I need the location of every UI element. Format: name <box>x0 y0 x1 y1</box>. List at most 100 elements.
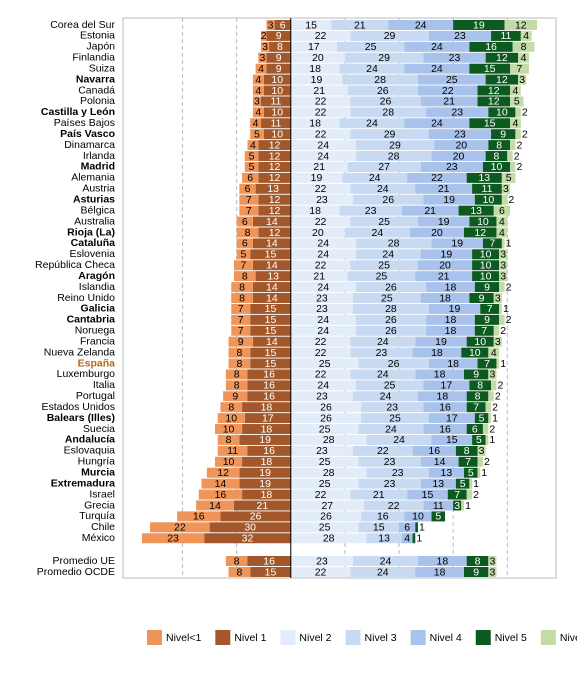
bar-segment <box>366 533 402 544</box>
value-label: 14 <box>266 238 278 250</box>
value-label: 24 <box>377 566 389 578</box>
bar-segment <box>423 380 470 391</box>
legend-swatch <box>345 630 361 645</box>
bar-segment <box>290 30 351 41</box>
legend-swatch <box>540 630 556 645</box>
bar-segment <box>252 238 291 249</box>
value-label: 18 <box>261 456 273 468</box>
bar-segment <box>466 556 489 566</box>
bar-segment <box>290 314 356 325</box>
value-label: 4 <box>512 85 518 97</box>
bar-segment <box>474 314 500 325</box>
bar-segment <box>488 556 497 566</box>
bar-segment <box>358 358 429 369</box>
bar-segment <box>509 63 529 74</box>
bar-segment <box>150 522 210 533</box>
value-label: 25 <box>384 380 396 392</box>
bar-segment <box>423 424 467 435</box>
bar-segment <box>353 194 424 205</box>
value-label: 8 <box>477 380 483 392</box>
legend-label: Nivel 5 <box>495 632 527 644</box>
category-label: México <box>82 532 115 544</box>
bar-segment <box>482 238 502 249</box>
value-label: 5 <box>479 412 485 424</box>
value-label: 24 <box>317 314 329 326</box>
value-label: 8 <box>239 281 245 293</box>
value-label: 4 <box>499 227 505 239</box>
value-label: 12 <box>488 96 500 108</box>
category-label: País Vasco <box>60 128 115 140</box>
bar-segment <box>290 567 351 577</box>
value-label: 18 <box>445 281 457 293</box>
legend-swatch <box>410 630 426 645</box>
value-label: 22 <box>315 107 327 119</box>
category-label: Promedio OCDE <box>37 566 115 578</box>
value-label: 2 <box>495 391 501 403</box>
bar-segment <box>423 402 467 413</box>
category-label: Cataluña <box>71 237 116 249</box>
value-label: 10 <box>480 260 492 272</box>
value-label: 24 <box>415 19 427 31</box>
bar-segment <box>290 151 356 162</box>
value-label: 3 <box>519 74 525 86</box>
value-label: 4 <box>512 118 518 130</box>
bar-segment <box>463 369 489 380</box>
legend-label: Nivel 4 <box>430 632 462 644</box>
value-label: 9 <box>500 128 506 140</box>
value-label: 14 <box>215 478 227 490</box>
bar-segment <box>252 96 262 107</box>
category-label: Andalucía <box>65 434 115 446</box>
bar-segment <box>290 271 348 282</box>
value-label: 11 <box>482 183 493 195</box>
bar-segment <box>290 391 354 402</box>
bar-segment <box>250 118 262 129</box>
bar-segment <box>493 336 502 347</box>
value-label: 19 <box>449 303 461 315</box>
bar-segment <box>409 227 464 238</box>
bar-segment <box>217 413 245 424</box>
bar-segment <box>415 369 464 380</box>
bar-segment <box>220 511 291 522</box>
value-label: 6 <box>280 19 286 31</box>
value-label: 7 <box>241 260 247 272</box>
value-label: 23 <box>316 194 328 206</box>
value-label: 5 <box>468 467 474 479</box>
bar-segment <box>420 478 456 489</box>
bar-segment <box>350 183 416 194</box>
bar-segment <box>458 205 494 216</box>
bar-segment <box>463 467 478 478</box>
value-label: 5 <box>476 434 482 446</box>
bar-segment <box>198 489 243 500</box>
value-label: 14 <box>266 216 278 228</box>
category-label: Reino Unido <box>57 292 115 304</box>
category-label: Estonia <box>80 30 115 42</box>
value-label: 22 <box>315 336 327 348</box>
bar-segment <box>252 282 291 293</box>
bar-segment <box>417 74 486 85</box>
bar-segment <box>258 205 291 216</box>
value-label: 2 <box>261 30 267 42</box>
bar-segment <box>290 325 356 336</box>
bar-segment <box>363 500 424 511</box>
bar-segment <box>290 434 367 445</box>
bar-segment <box>350 107 427 118</box>
value-label: 22 <box>431 172 443 184</box>
bar-segment <box>209 522 291 533</box>
value-label: 25 <box>389 412 401 424</box>
value-label: 19 <box>259 434 271 446</box>
plot-frame <box>122 17 557 579</box>
bar-segment <box>428 358 478 369</box>
value-label: 15 <box>265 325 277 337</box>
bar-segment <box>247 380 291 391</box>
value-label: 26 <box>385 314 397 326</box>
bar-segment <box>472 260 500 271</box>
value-label: 22 <box>315 183 327 195</box>
value-label: 24 <box>317 150 329 162</box>
bar-segment <box>266 63 291 74</box>
value-label: 1 <box>503 303 509 315</box>
bar-segment <box>339 118 405 129</box>
bar-segment <box>231 293 253 303</box>
bar-segment <box>358 522 400 533</box>
value-label: 25 <box>319 522 331 534</box>
bar-segment <box>258 194 291 205</box>
